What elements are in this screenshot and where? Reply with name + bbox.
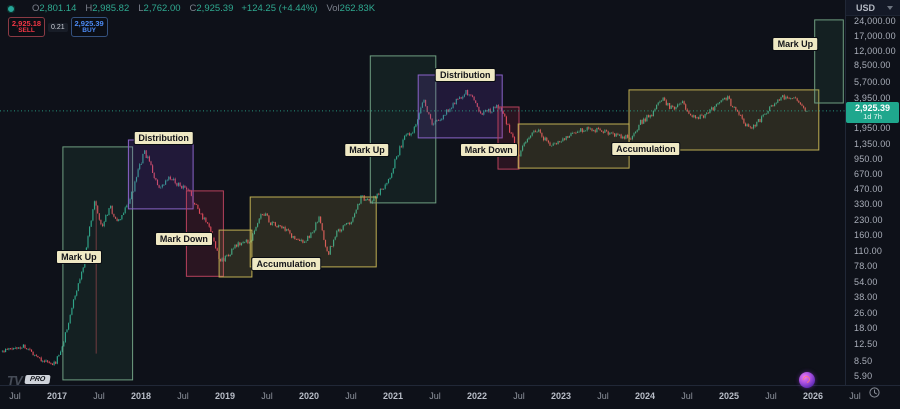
phase-label-mark-up[interactable]: Mark Up — [772, 37, 819, 52]
price-tick: 1,350.00 — [854, 138, 891, 149]
time-tick: 2025 — [718, 391, 740, 401]
price-tick: 18.00 — [854, 323, 878, 334]
time-tick: 2018 — [130, 391, 152, 401]
time-tick: Jul — [597, 391, 609, 401]
price-tick: 17,000.00 — [854, 30, 896, 41]
phase-box-markup[interactable] — [814, 19, 844, 104]
phase-label-mark-up[interactable]: Mark Up — [344, 142, 390, 157]
phase-label-mark-up[interactable]: Mark Up — [56, 250, 102, 265]
order-panel: 2,925.18 SELL 0.21 2,925.39 BUY — [8, 17, 108, 37]
low-value: 2,762.00 — [143, 3, 181, 14]
price-tick: 8.50 — [854, 355, 873, 366]
current-price-badge: 2,925.39 1d 7h — [846, 101, 899, 123]
sell-button[interactable]: 2,925.18 SELL — [8, 17, 45, 37]
price-axis[interactable]: 24,000.00 17,000.00 12,000.00 8,500.00 5,700… — [845, 0, 900, 385]
sell-price: 2,925.18 — [11, 18, 42, 28]
high-label: H — [85, 3, 93, 14]
time-tick: 2024 — [634, 391, 656, 401]
price-tick: 78.00 — [854, 260, 878, 271]
open-value: 2,801.14 — [39, 3, 77, 14]
price-tick: 1,950.00 — [854, 123, 891, 134]
price-tick: 26.00 — [854, 307, 878, 318]
phase-label-distribution[interactable]: Distribution — [434, 68, 496, 82]
clock-icon[interactable] — [869, 387, 880, 398]
price-tick: 670.00 — [854, 168, 883, 179]
phase-box-accumulation[interactable] — [628, 89, 820, 151]
buy-button-label: BUY — [82, 27, 96, 34]
buy-price: 2,925.39 — [74, 18, 104, 28]
chevron-down-icon — [887, 5, 893, 10]
bar-countdown: 1d 7h — [863, 111, 882, 121]
sell-button-label: SELL — [18, 27, 35, 34]
time-tick: Jul — [429, 391, 441, 401]
close-label: C — [189, 3, 197, 14]
high-value: 2,985.82 — [92, 3, 130, 14]
time-axis[interactable]: Jul 2017 Jul 2018 Jul 2019 Jul 2020 Jul 2021 Jul 20… — [0, 385, 900, 409]
symbol-marker-icon — [7, 4, 15, 13]
price-tick: 330.00 — [854, 199, 883, 210]
price-tick: 230.00 — [854, 214, 883, 225]
phase-box-markup[interactable] — [369, 55, 437, 204]
phase-box-accumulation[interactable] — [517, 123, 630, 169]
price-tick: 470.00 — [854, 184, 883, 195]
change-value: +124.25 (+4.44%) — [241, 3, 318, 14]
spread-value: 0.21 — [48, 22, 68, 32]
price-tick: 5,700.00 — [854, 77, 891, 88]
time-tick: Jul — [345, 391, 357, 401]
price-tick: 160.00 — [854, 230, 883, 241]
low-label: L — [138, 3, 144, 14]
buy-button[interactable]: 2,925.39 BUY — [70, 17, 108, 37]
phase-box-accumulation[interactable] — [218, 229, 253, 278]
ohlc-legend: O2,801.14 H2,985.82 L2,762.00 C2,925.39 … — [7, 3, 375, 14]
time-tick: 2023 — [550, 391, 572, 401]
price-tick: 5.90 — [854, 371, 873, 382]
price-tick: 12,000.00 — [854, 45, 896, 56]
time-tick: Jul — [177, 391, 189, 401]
price-tick: 950.00 — [854, 153, 883, 164]
phase-box-markdown[interactable] — [497, 106, 520, 170]
time-tick: 2020 — [298, 391, 320, 401]
price-tick: 3,950.00 — [854, 93, 891, 104]
time-tick: Jul — [9, 391, 21, 401]
time-tick: 2026 — [802, 391, 824, 401]
phase-label-mark-down[interactable]: Mark Down — [154, 232, 213, 247]
price-tick: 8,500.00 — [854, 60, 891, 71]
volume-label: Vol — [326, 3, 340, 14]
time-tick: Jul — [261, 391, 273, 401]
time-tick: Jul — [513, 391, 525, 401]
price-tick: 54.00 — [854, 276, 878, 287]
time-tick: Jul — [765, 391, 777, 401]
time-tick: 2021 — [382, 391, 404, 401]
phase-label-accumulation[interactable]: Accumulation — [611, 142, 681, 156]
volume-value: 262.83K — [339, 3, 376, 14]
time-tick: 2022 — [466, 391, 488, 401]
time-tick: 2019 — [214, 391, 236, 401]
phase-box-accumulation[interactable] — [249, 196, 377, 268]
phase-label-distribution[interactable]: Distribution — [133, 130, 194, 145]
phase-label-mark-down[interactable]: Mark Down — [459, 143, 518, 158]
time-tick: 2017 — [46, 391, 68, 401]
close-value: 2,925.39 — [196, 3, 234, 14]
pro-badge[interactable]: PRO — [24, 375, 51, 384]
phase-box-distribution[interactable] — [417, 74, 503, 139]
time-tick: Jul — [681, 391, 693, 401]
price-tick: 110.00 — [854, 246, 883, 257]
open-label: O — [32, 3, 40, 14]
cyclone-icon[interactable] — [799, 372, 815, 388]
time-tick: Jul — [93, 391, 105, 401]
price-tick: 24,000.00 — [854, 15, 896, 26]
currency-value: USD — [856, 2, 876, 13]
phase-box-distribution[interactable] — [127, 139, 194, 210]
phase-label-accumulation[interactable]: Accumulation — [251, 257, 322, 272]
current-price-value: 2,925.39 — [854, 102, 891, 113]
tradingview-logo[interactable]: TV — [7, 373, 23, 388]
price-tick: 38.00 — [854, 291, 878, 302]
time-tick: Jul — [849, 391, 861, 401]
price-tick: 12.50 — [854, 339, 878, 350]
currency-selector[interactable]: USD — [846, 0, 900, 16]
